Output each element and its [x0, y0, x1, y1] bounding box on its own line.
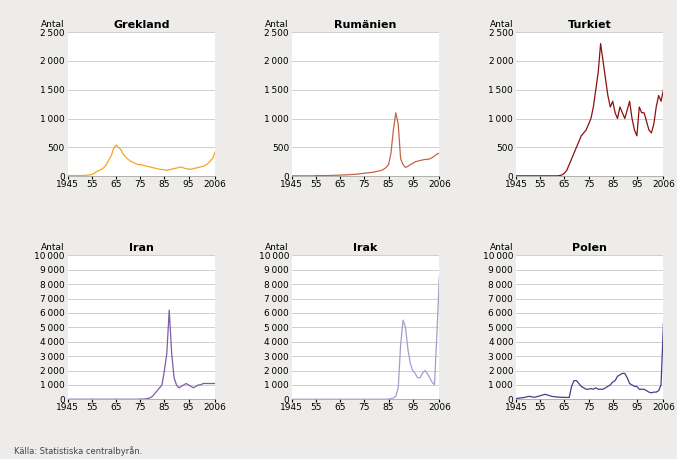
Text: Antal: Antal — [489, 20, 513, 29]
Title: Grekland: Grekland — [113, 20, 170, 30]
Title: Iran: Iran — [129, 243, 154, 253]
Text: Antal: Antal — [41, 20, 65, 29]
Text: Antal: Antal — [489, 243, 513, 252]
Title: Rumänien: Rumänien — [334, 20, 397, 30]
Text: Källa: Statistiska centralbyrån.: Källa: Statistiska centralbyrån. — [14, 447, 142, 456]
Text: Antal: Antal — [265, 20, 289, 29]
Title: Irak: Irak — [353, 243, 378, 253]
Text: Antal: Antal — [41, 243, 65, 252]
Title: Turkiet: Turkiet — [568, 20, 611, 30]
Text: Antal: Antal — [265, 243, 289, 252]
Title: Polen: Polen — [572, 243, 607, 253]
